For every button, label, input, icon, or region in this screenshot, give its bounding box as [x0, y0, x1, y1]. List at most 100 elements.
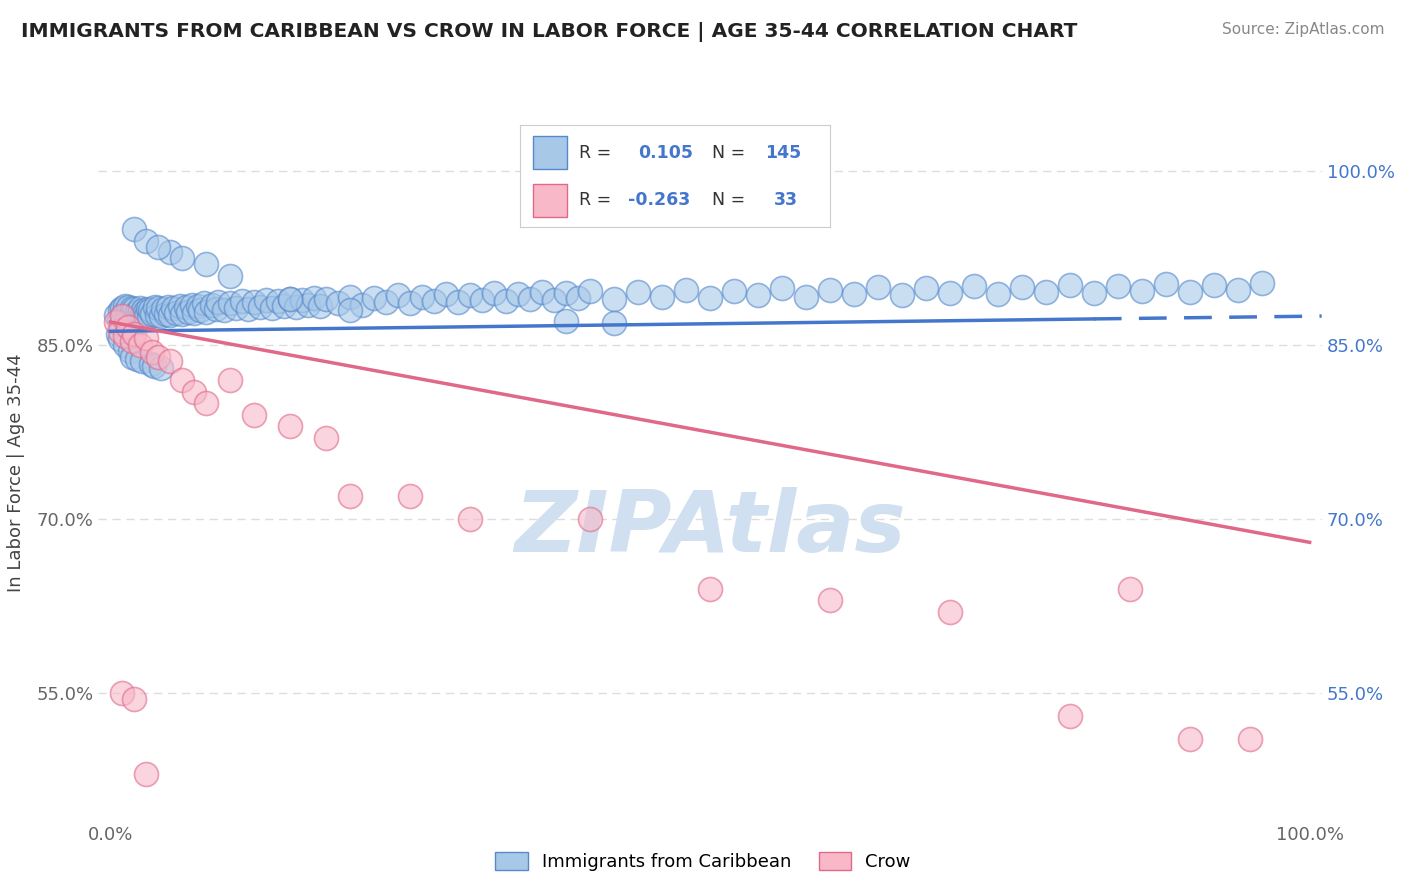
Point	[304, 291, 326, 305]
Point	[124, 326, 146, 341]
Point	[195, 304, 218, 318]
Point	[125, 304, 148, 318]
Point	[159, 354, 181, 368]
Point	[278, 419, 301, 434]
Point	[141, 357, 163, 371]
Point	[149, 361, 172, 376]
Point	[148, 240, 170, 254]
Point	[939, 605, 962, 619]
Point	[108, 303, 131, 318]
Point	[243, 295, 266, 310]
Point	[543, 293, 565, 307]
Point	[890, 288, 912, 302]
Point	[770, 281, 793, 295]
Point	[117, 300, 139, 314]
Point	[115, 310, 138, 325]
Point	[219, 296, 242, 310]
Point	[1119, 582, 1142, 596]
Text: IMMIGRANTS FROM CARIBBEAN VS CROW IN LABOR FORCE | AGE 35-44 CORRELATION CHART: IMMIGRANTS FROM CARIBBEAN VS CROW IN LAB…	[21, 22, 1077, 42]
Point	[866, 280, 889, 294]
Point	[214, 303, 236, 318]
Point	[159, 245, 181, 260]
Text: 0.105: 0.105	[638, 144, 693, 161]
Point	[842, 287, 865, 301]
Point	[135, 767, 157, 781]
Point	[675, 283, 697, 297]
Point	[1130, 284, 1153, 298]
Point	[117, 307, 139, 321]
Point	[162, 301, 184, 315]
Point	[108, 324, 131, 338]
Point	[172, 307, 194, 321]
Point	[183, 306, 205, 320]
Point	[399, 489, 422, 503]
Point	[1250, 276, 1272, 290]
Point	[127, 315, 149, 329]
Point	[1154, 277, 1177, 291]
Point	[195, 257, 218, 271]
Point	[1059, 277, 1081, 292]
Point	[148, 301, 170, 315]
Point	[121, 334, 143, 348]
Point	[124, 302, 146, 317]
Point	[267, 294, 290, 309]
Point	[172, 373, 194, 387]
Point	[108, 333, 131, 347]
FancyBboxPatch shape	[533, 136, 567, 169]
Point	[107, 326, 129, 341]
Point	[699, 291, 721, 305]
Point	[225, 301, 247, 315]
Point	[818, 283, 841, 297]
Point	[285, 300, 308, 314]
Point	[231, 294, 253, 309]
Point	[531, 285, 554, 299]
Point	[254, 293, 277, 307]
Point	[155, 307, 177, 321]
Point	[195, 396, 218, 410]
Point	[125, 352, 148, 367]
Point	[128, 308, 150, 322]
Point	[555, 285, 578, 300]
Point	[172, 252, 194, 266]
Text: 145: 145	[765, 144, 801, 161]
Point	[135, 234, 157, 248]
Point	[117, 319, 139, 334]
Point	[149, 310, 172, 324]
Point	[278, 292, 301, 306]
Point	[352, 298, 374, 312]
Point	[387, 288, 409, 302]
Point	[143, 300, 166, 314]
Point	[482, 285, 505, 300]
Point	[363, 291, 385, 305]
Point	[105, 315, 128, 329]
Point	[238, 302, 260, 317]
Point	[315, 431, 337, 445]
Point	[122, 316, 145, 330]
Point	[141, 345, 163, 359]
Point	[423, 294, 446, 309]
Point	[458, 512, 481, 526]
Point	[142, 359, 165, 373]
Text: 33: 33	[773, 191, 797, 209]
Point	[114, 338, 136, 352]
Point	[132, 303, 155, 318]
Point	[309, 299, 332, 313]
Point	[132, 311, 155, 326]
Point	[1011, 280, 1033, 294]
FancyBboxPatch shape	[533, 185, 567, 218]
Point	[111, 310, 134, 324]
Point	[567, 291, 589, 305]
Text: -0.263: -0.263	[628, 191, 690, 209]
Point	[165, 306, 187, 320]
Point	[124, 310, 146, 324]
Point	[187, 299, 209, 313]
Point	[794, 289, 817, 303]
Point	[579, 284, 602, 298]
Point	[124, 222, 146, 236]
Point	[159, 308, 181, 322]
Point	[121, 350, 143, 364]
Point	[508, 287, 530, 301]
Point	[339, 303, 361, 318]
Text: ZIPAtlas: ZIPAtlas	[515, 487, 905, 570]
Point	[262, 301, 284, 315]
